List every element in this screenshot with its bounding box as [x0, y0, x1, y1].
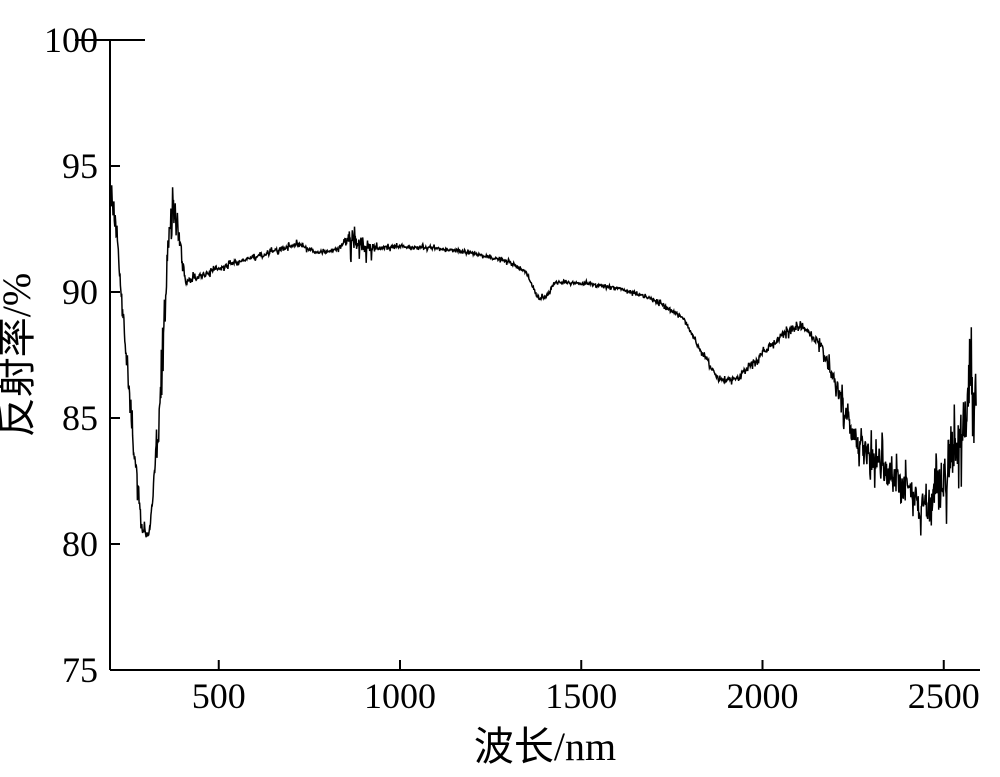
y-tick-label: 100: [44, 20, 98, 60]
y-tick-label: 80: [62, 524, 98, 564]
x-tick-label: 1500: [545, 676, 617, 716]
y-tick-label: 95: [62, 146, 98, 186]
y-axis-title: 反射率/%: [0, 273, 39, 437]
y-tick-label: 90: [62, 272, 98, 312]
x-tick-label: 1000: [364, 676, 436, 716]
x-axis-title: 波长/nm: [474, 724, 616, 769]
reflectance-spectrum-chart: 5001000150020002500 7580859095100 波长/nm …: [0, 0, 1000, 777]
y-tick-label: 85: [62, 398, 98, 438]
y-tick-label: 75: [62, 650, 98, 690]
x-tick-label: 500: [192, 676, 246, 716]
x-tick-label: 2000: [727, 676, 799, 716]
axis-frame: [75, 40, 980, 670]
reflectance-trace: [110, 185, 976, 537]
y-axis-ticks: 75 80 85 90 95 100: [44, 20, 120, 690]
x-axis-ticks: 500 1000 1500 2000 2500: [192, 660, 980, 716]
x-tick-label: 2500: [908, 676, 980, 716]
